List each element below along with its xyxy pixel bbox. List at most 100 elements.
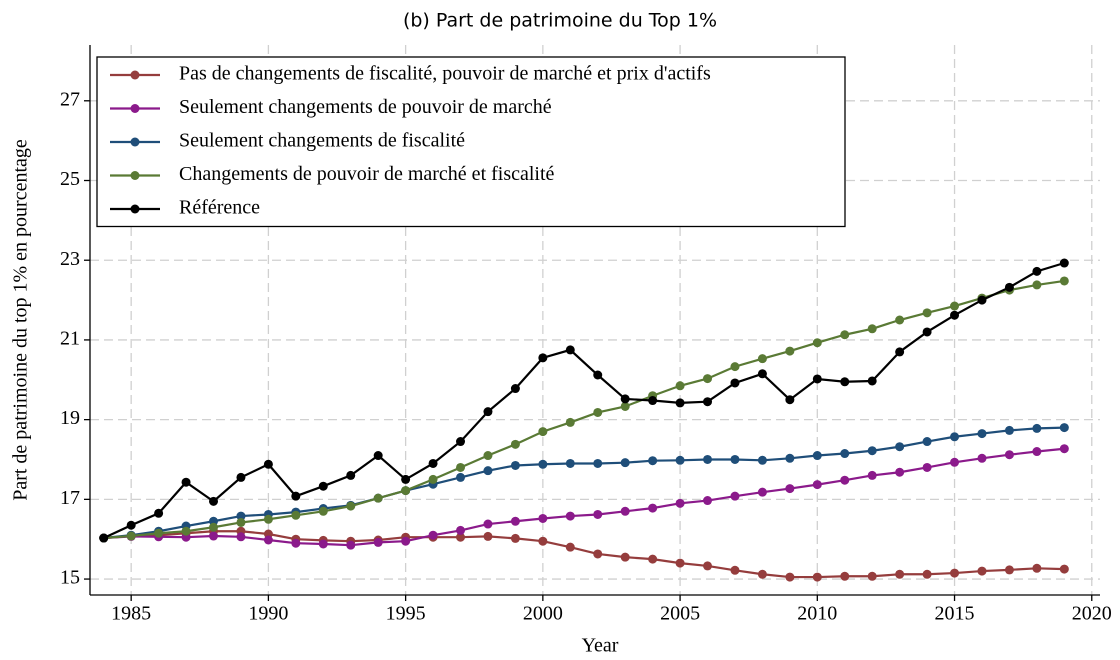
data-point <box>318 539 328 549</box>
data-point <box>401 486 411 496</box>
data-point <box>236 532 246 542</box>
data-point <box>895 467 905 477</box>
data-point <box>263 514 273 524</box>
y-tick-label: 27 <box>60 88 80 110</box>
data-point <box>291 538 301 548</box>
legend-label: Seulement changements de fiscalité <box>179 130 465 152</box>
data-point <box>977 566 987 576</box>
data-point <box>812 338 822 348</box>
data-point <box>922 308 932 318</box>
data-point <box>291 510 301 520</box>
data-point <box>1032 447 1042 457</box>
data-point <box>840 449 850 459</box>
data-point <box>181 477 191 487</box>
data-point <box>922 327 932 337</box>
data-point <box>565 417 575 427</box>
data-point <box>675 558 685 568</box>
data-point <box>785 346 795 356</box>
data-point <box>1032 423 1042 433</box>
data-point <box>730 565 740 575</box>
y-tick-label: 17 <box>60 487 80 509</box>
data-point <box>1059 423 1069 433</box>
data-point <box>812 480 822 490</box>
data-point <box>1032 266 1042 276</box>
data-point <box>181 526 191 536</box>
data-point <box>730 362 740 372</box>
data-point <box>593 509 603 519</box>
data-point <box>648 456 658 466</box>
data-point <box>510 460 520 470</box>
data-point <box>840 330 850 340</box>
y-axis-label: Part de patrimoine du top 1% en pourcent… <box>10 139 32 501</box>
data-point <box>757 354 767 364</box>
data-point <box>483 531 493 541</box>
y-tick-label: 15 <box>60 567 80 589</box>
data-point <box>950 301 960 311</box>
series-line <box>103 530 1065 579</box>
data-point <box>675 498 685 508</box>
data-point <box>648 503 658 513</box>
data-point <box>675 381 685 391</box>
data-point <box>785 484 795 494</box>
data-point <box>950 457 960 467</box>
data-point <box>840 377 850 387</box>
data-point <box>538 536 548 546</box>
data-point <box>867 571 877 581</box>
data-point <box>593 407 603 417</box>
data-point <box>620 458 630 468</box>
legend-marker <box>130 204 140 214</box>
x-tick-label: 2015 <box>935 603 975 625</box>
x-tick-label: 2010 <box>797 603 837 625</box>
data-point <box>1032 280 1042 290</box>
data-point <box>812 374 822 384</box>
data-point <box>456 437 466 447</box>
data-point <box>483 451 493 461</box>
data-point <box>1004 450 1014 460</box>
data-point <box>977 429 987 439</box>
x-tick-label: 1990 <box>248 603 288 625</box>
data-point <box>648 396 658 406</box>
data-point <box>703 561 713 571</box>
data-point <box>922 462 932 472</box>
y-tick-label: 25 <box>60 168 80 190</box>
data-point <box>593 549 603 559</box>
data-point <box>867 324 877 334</box>
data-point <box>318 506 328 516</box>
legend-box <box>96 56 846 228</box>
x-tick-label: 1995 <box>386 603 426 625</box>
y-tick-label: 21 <box>60 328 80 350</box>
data-point <box>510 384 520 394</box>
data-point <box>401 536 411 546</box>
data-point <box>703 374 713 384</box>
data-point <box>99 533 109 543</box>
data-point <box>510 516 520 526</box>
data-point <box>346 501 356 511</box>
data-point <box>456 525 466 535</box>
data-point <box>510 439 520 449</box>
legend-marker <box>130 137 140 147</box>
legend-label: Seulement changements de pouvoir de marc… <box>179 96 552 118</box>
data-point <box>757 569 767 579</box>
data-point <box>263 535 273 545</box>
data-point <box>456 532 466 542</box>
data-point <box>730 491 740 501</box>
y-tick-label: 19 <box>60 407 80 429</box>
data-point <box>785 572 795 582</box>
data-point <box>318 481 328 491</box>
data-point <box>593 370 603 380</box>
data-point <box>1032 563 1042 573</box>
data-point <box>648 554 658 564</box>
y-tick-label: 23 <box>60 248 80 270</box>
data-point <box>922 569 932 579</box>
data-point <box>456 462 466 472</box>
data-point <box>565 511 575 521</box>
legend-label: Référence <box>179 197 260 219</box>
data-point <box>263 459 273 469</box>
data-point <box>126 520 136 530</box>
data-point <box>565 345 575 355</box>
data-point <box>373 451 383 461</box>
data-point <box>950 568 960 578</box>
data-point <box>538 427 548 437</box>
data-point <box>675 455 685 465</box>
x-tick-label: 2020 <box>1072 603 1112 625</box>
